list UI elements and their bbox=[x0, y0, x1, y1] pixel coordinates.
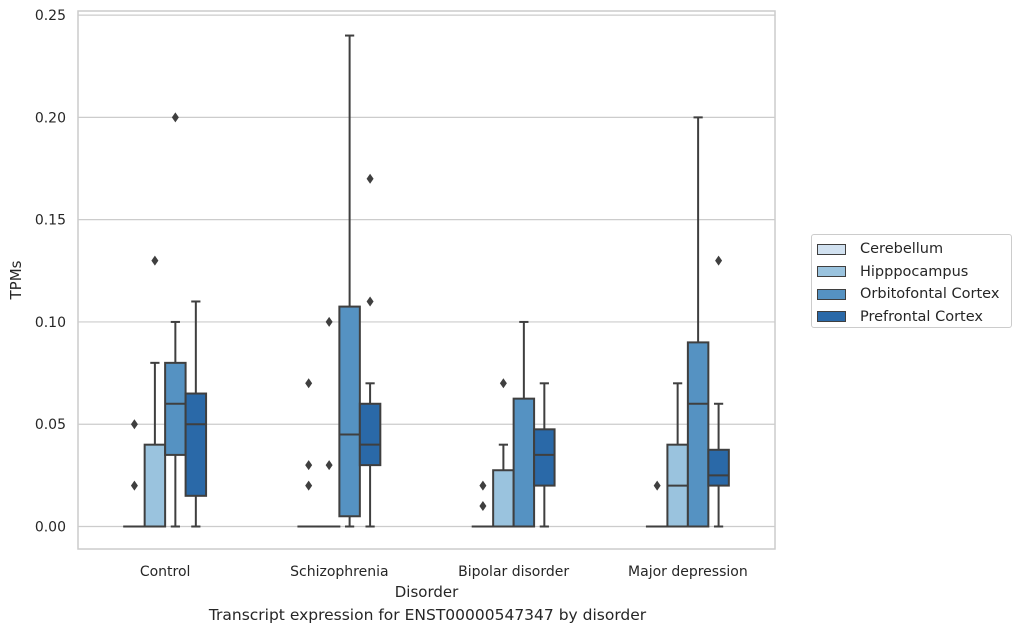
legend-label-hippocampus: Hipppocampus bbox=[860, 263, 969, 280]
outlier-point bbox=[479, 501, 487, 512]
legend-item-hippocampus: Hipppocampus bbox=[817, 261, 1011, 284]
box-3-0 bbox=[645, 480, 669, 528]
outlier-point bbox=[130, 419, 138, 430]
y-axis-label: TPMs bbox=[7, 260, 25, 300]
legend-label-orbitofontal-cortex: Orbitofontal Cortex bbox=[860, 286, 1000, 303]
box-2-2 bbox=[512, 320, 536, 528]
legend-item-orbitofontal-cortex: Orbitofontal Cortex bbox=[817, 283, 1011, 306]
legend-label-cerebellum: Cerebellum bbox=[860, 241, 944, 258]
box-2-3 bbox=[533, 382, 556, 528]
boxes bbox=[123, 34, 730, 528]
plot-frame bbox=[77, 10, 776, 550]
box-3-1 bbox=[666, 382, 689, 528]
outlier-point bbox=[151, 255, 159, 266]
x-tick-label: Schizophrenia bbox=[290, 564, 388, 580]
legend-swatch-prefrontal-cortex bbox=[817, 311, 846, 323]
legend-item-cerebellum: Cerebellum bbox=[817, 238, 1011, 261]
legend-swatch-cerebellum bbox=[817, 243, 846, 255]
chart-caption: Transcript expression for ENST0000054734… bbox=[208, 606, 647, 624]
outlier-point bbox=[479, 480, 487, 491]
outlier-point bbox=[171, 112, 179, 123]
box-iqr bbox=[143, 443, 167, 528]
box-iqr bbox=[686, 341, 710, 528]
outlier-point bbox=[305, 480, 313, 491]
outlier-point bbox=[499, 378, 507, 389]
x-tick-label: Major depression bbox=[628, 564, 748, 580]
outlier-point bbox=[653, 480, 661, 491]
outlier-point bbox=[325, 460, 333, 471]
y-tick-label: 0.25 bbox=[35, 8, 66, 24]
legend-swatch-orbitofontal-cortex bbox=[817, 288, 846, 300]
y-tick-labels: 0.00 0.05 0.10 0.15 0.20 0.25 bbox=[35, 8, 66, 535]
box-iqr bbox=[533, 428, 556, 487]
box-1-1 bbox=[317, 316, 341, 528]
box-1-2 bbox=[338, 34, 361, 528]
box-2-1 bbox=[492, 378, 515, 528]
box-iqr bbox=[512, 397, 536, 528]
outlier-point bbox=[130, 480, 138, 491]
outlier-point bbox=[366, 296, 374, 307]
box-iqr bbox=[338, 305, 361, 518]
box-iqr bbox=[184, 392, 208, 497]
legend-item-prefrontal-cortex: Prefrontal Cortex bbox=[817, 306, 1011, 329]
box-3-3 bbox=[707, 255, 730, 528]
box-1-0 bbox=[297, 378, 320, 528]
box-1-3 bbox=[358, 173, 382, 528]
outlier-point bbox=[305, 378, 313, 389]
x-tick-labels: Control Schizophrenia Bipolar disorder Majo… bbox=[140, 564, 748, 580]
y-tick-label: 0.10 bbox=[35, 315, 66, 331]
box-0-2 bbox=[164, 112, 187, 528]
outlier-point bbox=[325, 316, 333, 327]
y-tick-label: 0.15 bbox=[35, 213, 66, 229]
y-tick-label: 0.00 bbox=[35, 519, 66, 535]
box-iqr bbox=[358, 402, 382, 467]
box-3-2 bbox=[686, 116, 710, 528]
legend-label-prefrontal-cortex: Prefrontal Cortex bbox=[860, 308, 983, 325]
y-tick-label: 0.20 bbox=[35, 110, 66, 126]
box-iqr bbox=[707, 448, 730, 487]
box-2-0 bbox=[471, 480, 495, 528]
outlier-point bbox=[305, 460, 313, 471]
x-axis-label: Disorder bbox=[395, 583, 459, 601]
x-tick-label: Bipolar disorder bbox=[458, 564, 569, 580]
legend-swatch-hippocampus bbox=[817, 266, 846, 278]
box-iqr bbox=[164, 361, 187, 456]
legend: Cerebellum Hipppocampus Orbitofontal Cor… bbox=[811, 234, 1012, 328]
y-tick-label: 0.05 bbox=[35, 417, 66, 433]
outlier-point bbox=[366, 173, 374, 184]
box-0-3 bbox=[184, 300, 208, 528]
box-0-1 bbox=[143, 255, 167, 528]
x-tick-label: Control bbox=[140, 564, 191, 580]
box-iqr bbox=[492, 469, 515, 528]
box-0-0 bbox=[123, 419, 146, 528]
outlier-point bbox=[715, 255, 723, 266]
